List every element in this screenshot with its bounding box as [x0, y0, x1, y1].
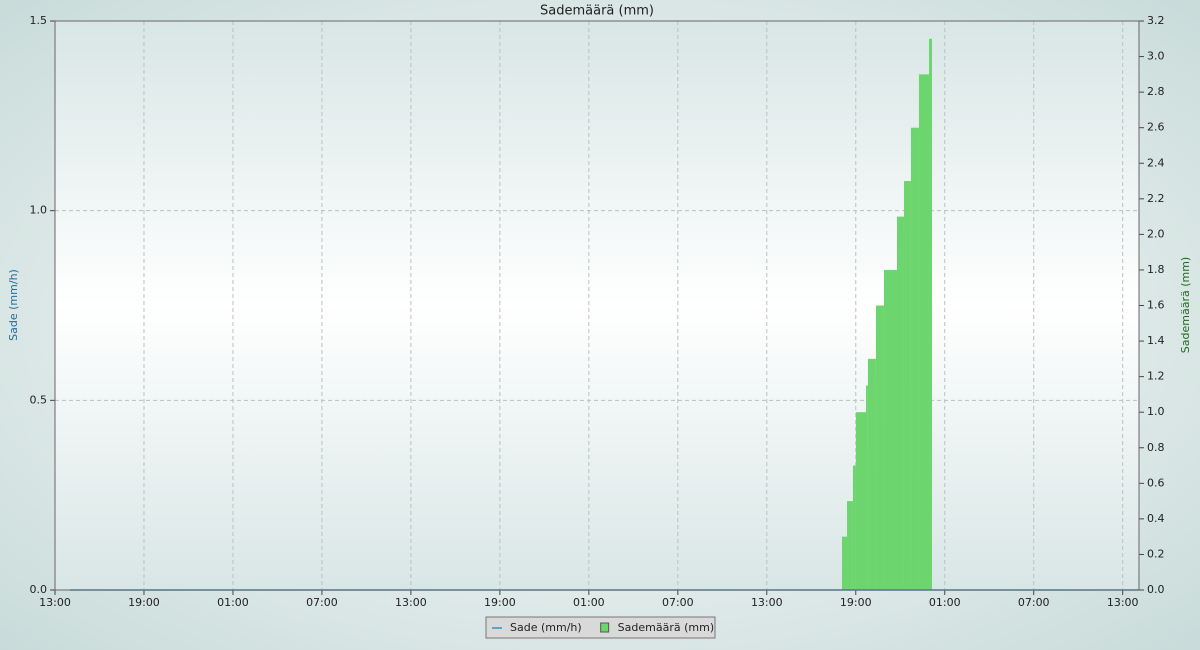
y2-tick-label: 2.2 [1147, 192, 1165, 205]
legend-label: Sademäärä (mm) [618, 621, 714, 634]
x-tick-label: 19:00 [128, 596, 160, 609]
bar [855, 412, 866, 590]
bar [852, 465, 856, 590]
y2-tick-label: 1.4 [1147, 334, 1165, 347]
bar [865, 385, 868, 590]
legend-swatch [600, 622, 610, 633]
x-tick-label: 07:00 [1018, 596, 1050, 609]
bar [929, 38, 932, 590]
y2-tick-label: 0.0 [1147, 583, 1165, 596]
x-tick-label: 07:00 [662, 596, 694, 609]
bar [903, 181, 911, 590]
y2-tick-label: 1.2 [1147, 370, 1165, 383]
x-tick-label: 13:00 [1107, 596, 1139, 609]
bar [896, 216, 904, 590]
y2-tick-label: 2.4 [1147, 156, 1165, 169]
x-tick-label: 01:00 [929, 596, 961, 609]
bar [867, 358, 876, 590]
bar [910, 127, 919, 590]
y2-tick-label: 0.2 [1147, 547, 1165, 560]
y2-tick-label: 3.0 [1147, 50, 1165, 63]
bar [875, 305, 884, 590]
y-tick-label: 0.0 [30, 583, 48, 596]
y2-tick-label: 3.2 [1147, 14, 1165, 27]
bar [841, 536, 848, 590]
y2-tick-label: 0.4 [1147, 512, 1165, 525]
y2-tick-label: 1.8 [1147, 263, 1165, 276]
y2-tick-label: 1.6 [1147, 299, 1165, 312]
y-tick-label: 0.5 [30, 393, 48, 406]
bar [847, 501, 853, 590]
x-tick-label: 13:00 [395, 596, 427, 609]
y2-tick-label: 1.0 [1147, 405, 1165, 418]
y2-tick-label: 2.6 [1147, 121, 1165, 134]
plot-border [54, 20, 1140, 591]
x-tick-label: 13:00 [39, 596, 71, 609]
y-tick-label: 1.5 [30, 14, 48, 27]
y2-axis-label: Sademäärä (mm) [1179, 257, 1192, 353]
legend-label: Sade (mm/h) [510, 621, 582, 634]
chart-title: Sademäärä (mm) [540, 4, 654, 19]
y2-tick-label: 2.8 [1147, 85, 1165, 98]
bar [883, 269, 897, 590]
legend: Sade (mm/h) Sademäärä (mm) [485, 616, 716, 639]
x-tick-label: 13:00 [751, 596, 783, 609]
y-tick-label: 1.0 [30, 204, 48, 217]
x-tick-label: 01:00 [573, 596, 605, 609]
y2-tick-label: 0.6 [1147, 476, 1165, 489]
x-tick-label: 19:00 [840, 596, 872, 609]
x-tick-label: 19:00 [484, 596, 516, 609]
y2-tick-label: 0.8 [1147, 441, 1165, 454]
y2-tick-label: 2.0 [1147, 227, 1165, 240]
y-axis-label: Sade (mm/h) [7, 269, 20, 341]
bar [918, 74, 930, 590]
plot-area [55, 21, 1139, 590]
x-tick-label: 01:00 [217, 596, 249, 609]
x-tick-label: 07:00 [306, 596, 338, 609]
